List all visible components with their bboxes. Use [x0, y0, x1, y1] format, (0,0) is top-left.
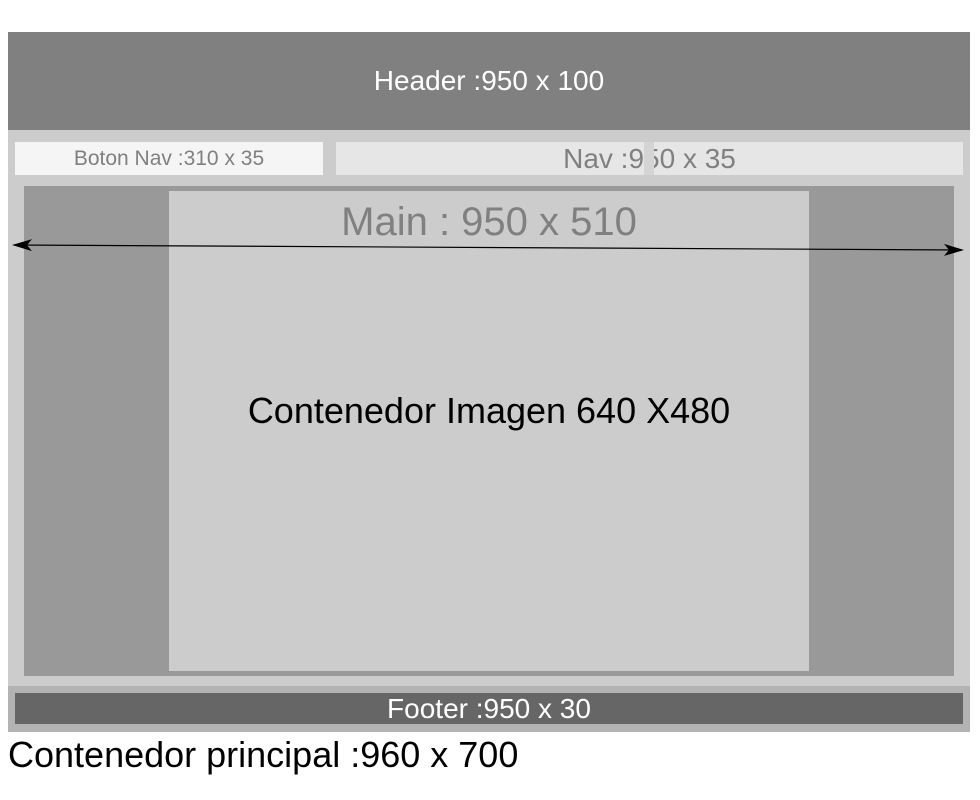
footer-block: Footer :950 x 30 — [15, 693, 963, 724]
header-block: Header :950 x 100 — [8, 32, 970, 130]
main-label: Main : 950 x 510 — [341, 200, 637, 244]
header-label: Header :950 x 100 — [373, 65, 605, 96]
nav-button-block: Boton Nav :310 x 35 — [15, 142, 323, 175]
container-caption: Contenedor principal :960 x 700 — [8, 734, 519, 775]
image-container-label: Contenedor Imagen 640 X480 — [247, 390, 731, 431]
nav-button-label: Boton Nav :310 x 35 — [73, 146, 265, 170]
footer-label: Footer :950 x 30 — [387, 692, 591, 724]
nav-divider — [644, 142, 654, 175]
image-container-block — [169, 191, 809, 671]
